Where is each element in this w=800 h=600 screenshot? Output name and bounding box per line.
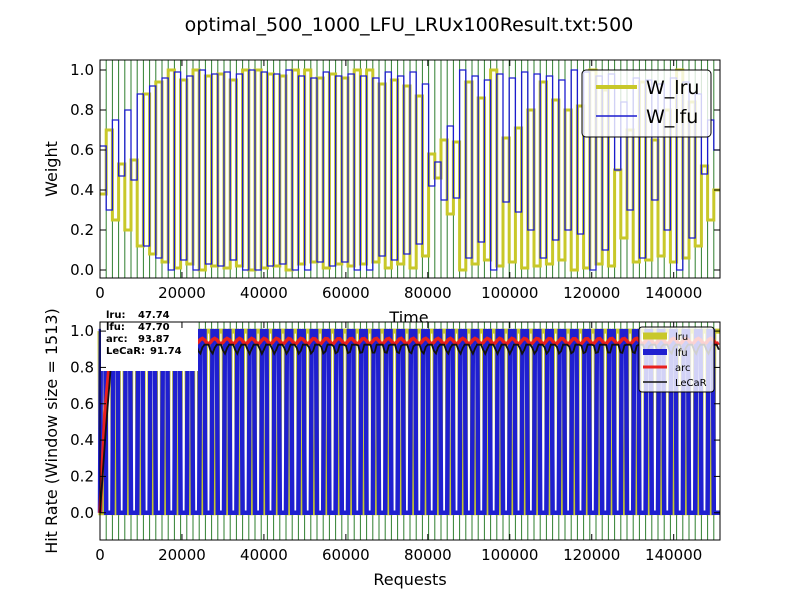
stats-line-lru: lru: 47.74 — [106, 310, 170, 321]
weight-chart: 0 20000 40000 60000 80000 100000 120000 140000 … — [42, 59, 721, 327]
y-tick-label: 0.8 — [70, 358, 94, 376]
weight-y-axis-label: Weight — [42, 141, 61, 197]
weight-legend: W_lru W_lfu — [581, 69, 712, 138]
y-tick-label: 0.4 — [70, 181, 94, 199]
x-tick-label: 40000 — [240, 546, 288, 564]
weight-y-ticks: 0.0 0.2 0.4 0.6 0.8 1.0 — [70, 61, 720, 279]
legend-label-lfu: lfu — [675, 348, 688, 359]
y-tick-label: 0.6 — [70, 395, 94, 413]
weight-x-ticks: 0 20000 40000 60000 80000 100000 120000 140000 — [95, 60, 702, 302]
series-lfu — [97, 328, 720, 516]
y-tick-label: 0.0 — [70, 261, 94, 279]
y-tick-label: 0.6 — [70, 141, 94, 159]
x-tick-label: 100000 — [481, 546, 538, 564]
legend-label-w-lru: W_lru — [646, 77, 699, 99]
x-tick-label: 0 — [95, 284, 105, 302]
hitrate-y-ticks: 0.0 0.2 0.4 0.6 0.8 1.0 — [70, 322, 720, 522]
weight-series — [100, 68, 720, 272]
weight-plot-frame — [99, 59, 721, 279]
y-tick-label: 0.8 — [70, 101, 94, 119]
legend-label-lecar: LeCaR — [675, 378, 707, 389]
x-tick-label: 20000 — [158, 284, 206, 302]
series-arc — [98, 336, 720, 513]
x-tick-label: 120000 — [563, 284, 620, 302]
stats-line-lecar: LeCaR: 91.74 — [106, 346, 182, 357]
x-tick-label: 20000 — [158, 546, 206, 564]
y-tick-label: 0.0 — [70, 504, 94, 522]
hitrate-series — [97, 328, 720, 516]
x-tick-label: 100000 — [481, 284, 538, 302]
series-w-lfu — [100, 69, 720, 271]
legend-label-w-lfu: W_lfu — [646, 106, 698, 128]
x-tick-label: 140000 — [645, 284, 702, 302]
x-tick-label: 60000 — [322, 546, 370, 564]
hitrate-stats-box: lru: 47.74 lfu: 47.70 arc: 93.87 LeCaR: 91.7… — [101, 310, 198, 371]
y-tick-label: 0.4 — [70, 431, 94, 449]
legend-label-lru: lru — [675, 332, 688, 343]
hitrate-x-ticks: 0 20000 40000 60000 80000 100000 120000 140000 — [95, 322, 702, 564]
y-tick-label: 1.0 — [70, 61, 94, 79]
hitrate-x-axis-label: Requests — [373, 570, 446, 589]
x-tick-label: 80000 — [404, 284, 452, 302]
hitrate-y-axis-label: Hit Rate (Window size = 1513) — [42, 308, 61, 554]
hitrate-legend: lru lfu arc LeCaR — [638, 326, 715, 393]
x-tick-label: 60000 — [322, 284, 370, 302]
hitrate-chart: lru: 47.74 lfu: 47.70 arc: 93.87 LeCaR: 91.7… — [42, 308, 721, 589]
y-tick-label: 0.2 — [70, 221, 94, 239]
x-tick-label: 0 — [95, 546, 105, 564]
y-tick-label: 0.2 — [70, 467, 94, 485]
stats-box-background — [101, 322, 198, 371]
figure-title: optimal_500_1000_LFU_LRUx100Result.txt:5… — [185, 14, 634, 36]
hitrate-legend-box — [638, 326, 715, 393]
stats-line-arc: arc: 93.87 — [106, 334, 170, 345]
stats-line-lfu: lfu: 47.70 — [106, 322, 170, 333]
x-tick-label: 140000 — [645, 546, 702, 564]
x-tick-label: 120000 — [563, 546, 620, 564]
x-tick-label: 40000 — [240, 284, 288, 302]
legend-label-arc: arc — [675, 363, 691, 374]
y-tick-label: 1.0 — [70, 322, 94, 340]
x-tick-label: 80000 — [404, 546, 452, 564]
hitrate-plot-frame — [99, 321, 721, 541]
series-lecar — [99, 343, 720, 513]
